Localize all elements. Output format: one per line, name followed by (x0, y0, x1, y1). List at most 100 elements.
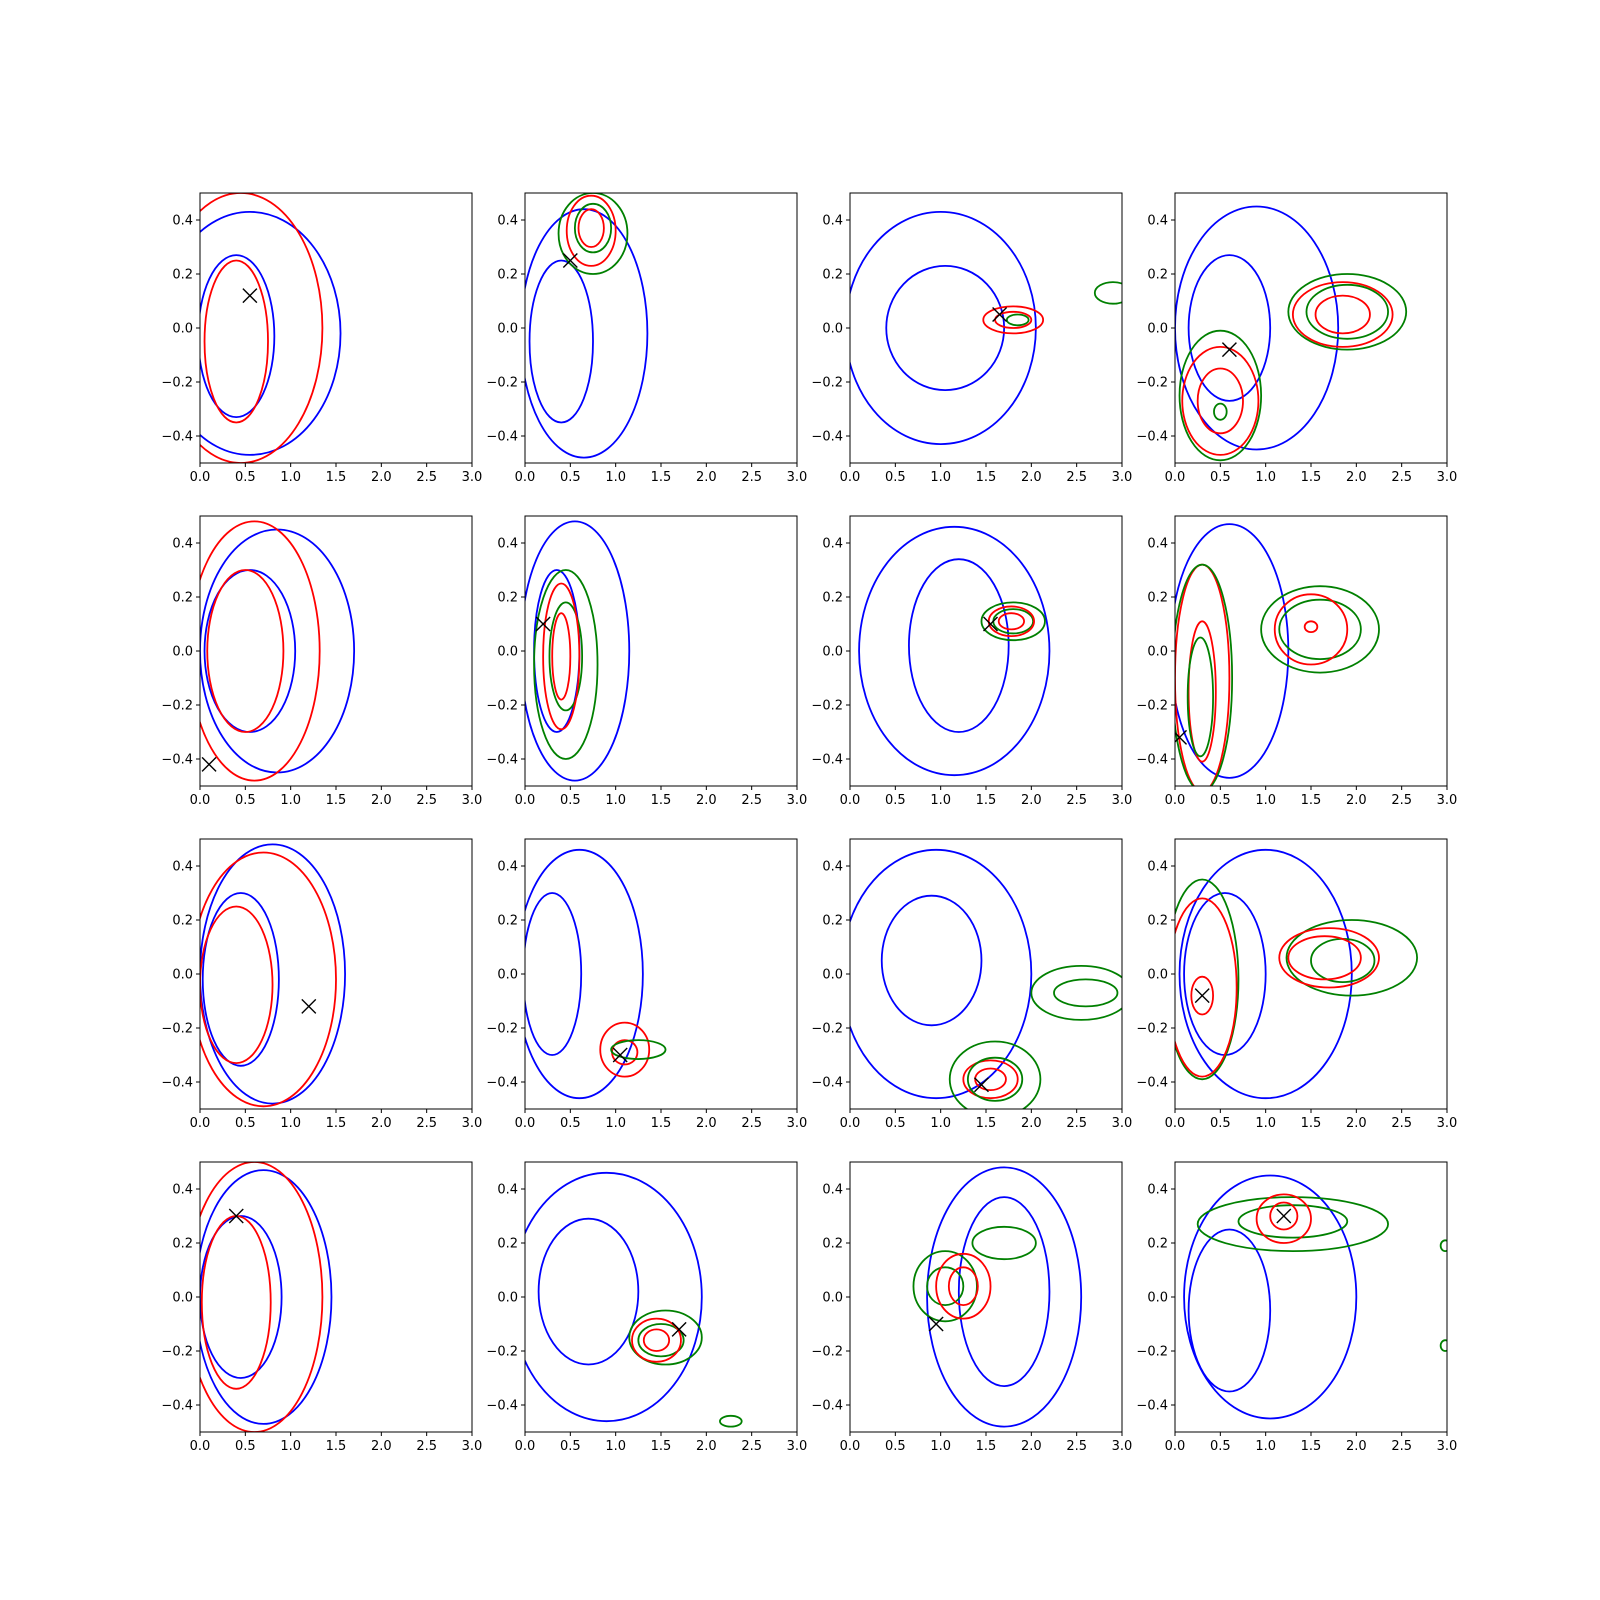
blue-contour (537, 1217, 640, 1366)
y-tick-label: 0.2 (497, 268, 518, 283)
x-tick-label: 0.5 (885, 1439, 906, 1454)
contour-group (200, 520, 356, 782)
x-tick-label: 1.5 (1301, 1439, 1322, 1454)
contour-group (200, 193, 342, 463)
blue-contour (528, 259, 594, 424)
green-contour (971, 1225, 1037, 1261)
red-contour (962, 1059, 1019, 1100)
x-tick-label: 3.0 (1437, 1116, 1458, 1131)
x-tick-label: 3.0 (787, 1116, 808, 1131)
green-contour (637, 1323, 685, 1358)
panel-1-1: 0.0 0.5 1.0 1.5 2.0 2.5 3.0 −0.4 −0.2 0.0 0.2 0.4 (161, 192, 483, 485)
contour-group (525, 848, 667, 1100)
red-contour (1196, 367, 1244, 435)
x-tick-label: 0.0 (190, 793, 211, 808)
contour-group (912, 1166, 1083, 1428)
y-tick-label: 0.4 (497, 214, 518, 229)
x-tick-label: 2.0 (371, 1116, 392, 1131)
blue-contour (525, 848, 644, 1100)
x-marker (928, 1316, 944, 1332)
y-tick-label: −0.2 (811, 1345, 843, 1360)
x-tick-label: 3.0 (462, 470, 483, 485)
x-tick-label: 1.0 (1255, 1439, 1276, 1454)
y-tick-label: 0.2 (822, 1237, 843, 1252)
y-tick-label: 0.0 (822, 968, 843, 983)
axes-frame (1174, 515, 1448, 787)
y-tick-label: 0.2 (1147, 1237, 1168, 1252)
x-tick-label: 0.0 (515, 1116, 536, 1131)
red-contour (1273, 593, 1349, 666)
green-contour (1030, 965, 1122, 1021)
y-tick-label: 0.2 (172, 1237, 193, 1252)
panel-3-4: 0.0 0.5 1.0 1.5 2.0 2.5 3.0 −0.4 −0.2 0.0 0.2 0.4 (1136, 838, 1458, 1131)
x-tick-label: 1.0 (605, 793, 626, 808)
y-tick-label: 0.0 (497, 1291, 518, 1306)
red-contour (551, 612, 572, 701)
axes-frame (849, 192, 1123, 464)
contour-group (525, 520, 631, 782)
y-tick-label: 0.0 (1147, 645, 1168, 660)
x-tick-label: 0.0 (1165, 793, 1186, 808)
x-tick-label: 0.5 (1210, 793, 1231, 808)
x-tick-label: 2.5 (416, 470, 437, 485)
x-tick-label: 0.5 (885, 1116, 906, 1131)
x-tick-label: 1.5 (326, 1439, 347, 1454)
green-contour (1213, 402, 1228, 421)
contour-group (525, 193, 649, 459)
y-tick-label: 0.0 (822, 322, 843, 337)
x-tick-label: 2.0 (696, 1439, 717, 1454)
y-tick-label: 0.2 (172, 591, 193, 606)
x-tick-label: 0.0 (1165, 1116, 1186, 1131)
x-tick-label: 0.0 (840, 793, 861, 808)
x-marker (301, 998, 317, 1014)
x-tick-label: 1.0 (280, 1439, 301, 1454)
y-tick-label: 0.0 (172, 322, 193, 337)
y-tick-label: −0.4 (811, 753, 843, 768)
x-tick-label: 2.0 (1346, 470, 1367, 485)
x-tick-label: 2.5 (1066, 470, 1087, 485)
red-contour (1278, 927, 1380, 989)
x-tick-label: 2.0 (1346, 1439, 1367, 1454)
y-tick-label: 0.2 (822, 268, 843, 283)
y-tick-label: −0.4 (161, 430, 193, 445)
panel-2-3: 0.0 0.5 1.0 1.5 2.0 2.5 3.0 −0.4 −0.2 0.0 0.2 0.4 (811, 515, 1132, 808)
x-tick-label: 3.0 (1437, 1439, 1458, 1454)
y-tick-label: −0.4 (1136, 1076, 1168, 1091)
green-contour (1093, 281, 1122, 305)
y-tick-label: −0.4 (161, 1399, 193, 1414)
y-tick-label: 0.4 (172, 860, 193, 875)
y-tick-label: −0.4 (1136, 1399, 1168, 1414)
y-tick-label: 0.4 (822, 1183, 843, 1198)
green-contour (1439, 1239, 1447, 1252)
x-tick-label: 1.5 (976, 793, 997, 808)
blue-contour (200, 254, 276, 418)
blue-contour (926, 1166, 1083, 1428)
x-tick-label: 2.0 (371, 470, 392, 485)
x-tick-label: 1.0 (280, 470, 301, 485)
x-tick-label: 1.5 (651, 1439, 672, 1454)
green-contour (548, 601, 584, 712)
y-tick-label: 0.2 (497, 914, 518, 929)
green-contour (1175, 563, 1234, 786)
contour-group (1175, 848, 1418, 1100)
red-contour (1291, 281, 1394, 348)
red-contour (982, 305, 1045, 335)
y-tick-label: 0.2 (1147, 914, 1168, 929)
x-tick-label: 2.0 (696, 1116, 717, 1131)
x-tick-label: 2.5 (1391, 470, 1412, 485)
x-tick-label: 2.0 (1021, 793, 1042, 808)
red-contour (1181, 345, 1260, 456)
red-contour (1303, 620, 1319, 633)
contour-group (525, 1171, 743, 1428)
panel-1-2: 0.0 0.5 1.0 1.5 2.0 2.5 3.0 −0.4 −0.2 0.0 0.2 0.4 (486, 192, 807, 485)
y-tick-label: 0.4 (497, 537, 518, 552)
green-contour (1287, 273, 1408, 351)
y-tick-label: 0.4 (822, 214, 843, 229)
x-tick-label: 3.0 (1437, 470, 1458, 485)
blue-contour (880, 894, 983, 1027)
x-tick-label: 2.5 (1066, 1116, 1087, 1131)
y-tick-label: −0.4 (1136, 430, 1168, 445)
x-marker (535, 616, 551, 632)
contour-group (850, 848, 1122, 1109)
x-marker (1276, 1208, 1292, 1224)
